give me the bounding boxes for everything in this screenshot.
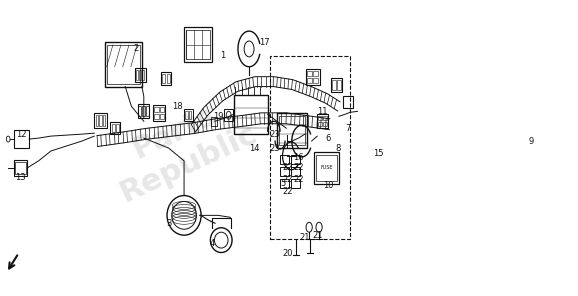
Bar: [160, 107, 164, 112]
Bar: [291, 179, 300, 188]
Text: 3: 3: [166, 219, 171, 228]
Bar: [307, 78, 312, 83]
Bar: [313, 71, 318, 76]
Bar: [154, 107, 159, 112]
Text: 10: 10: [323, 181, 334, 190]
Text: 12: 12: [16, 130, 27, 139]
Text: 9: 9: [528, 136, 533, 146]
Bar: [160, 114, 164, 119]
Text: 23: 23: [269, 144, 280, 152]
Bar: [280, 155, 289, 164]
Bar: [166, 74, 170, 83]
Text: 21: 21: [312, 231, 323, 240]
Bar: [269, 56, 350, 239]
Bar: [324, 122, 327, 126]
Text: 5: 5: [280, 179, 285, 188]
Bar: [343, 96, 353, 108]
Bar: [332, 80, 336, 90]
Bar: [291, 155, 300, 164]
Bar: [189, 111, 191, 119]
Text: 22: 22: [282, 163, 292, 172]
Bar: [146, 106, 149, 116]
Text: FUSE: FUSE: [320, 165, 333, 170]
Text: Parts
Republic: Parts Republic: [101, 88, 261, 208]
Bar: [306, 69, 320, 85]
Bar: [142, 106, 145, 116]
Text: 22: 22: [282, 175, 292, 184]
Bar: [317, 114, 328, 128]
Bar: [14, 160, 27, 176]
Bar: [139, 70, 142, 80]
Bar: [136, 70, 138, 80]
Bar: [99, 115, 102, 126]
Bar: [135, 68, 146, 82]
Bar: [280, 179, 289, 188]
Bar: [318, 122, 322, 126]
Bar: [318, 116, 322, 120]
Bar: [15, 162, 26, 174]
Bar: [313, 78, 318, 83]
Text: 22: 22: [294, 163, 304, 172]
Text: 8: 8: [335, 144, 340, 152]
Bar: [211, 117, 217, 126]
Bar: [103, 115, 105, 126]
Bar: [314, 152, 339, 184]
Bar: [161, 72, 171, 85]
Text: 22: 22: [294, 175, 304, 184]
Bar: [138, 104, 149, 118]
Bar: [142, 70, 144, 80]
Bar: [153, 105, 165, 121]
Bar: [186, 30, 210, 59]
Bar: [110, 122, 120, 134]
Text: 7: 7: [346, 124, 351, 133]
Bar: [184, 109, 192, 121]
Bar: [107, 45, 140, 83]
Text: 19: 19: [213, 112, 223, 121]
Text: 21: 21: [299, 233, 310, 242]
Bar: [112, 124, 114, 132]
Text: 4: 4: [209, 239, 214, 247]
Text: 15: 15: [373, 149, 383, 158]
Bar: [331, 78, 342, 91]
Bar: [224, 109, 233, 121]
Text: 20: 20: [282, 249, 292, 258]
Bar: [94, 113, 107, 128]
Text: 6: 6: [325, 133, 331, 143]
Bar: [291, 167, 300, 176]
Text: 14: 14: [249, 144, 260, 152]
Bar: [186, 111, 188, 119]
Text: 16: 16: [293, 153, 304, 163]
Text: 23: 23: [269, 130, 280, 139]
Bar: [116, 124, 119, 132]
Bar: [154, 114, 159, 119]
Bar: [95, 115, 98, 126]
Bar: [307, 71, 312, 76]
Bar: [14, 130, 29, 148]
Text: 2: 2: [134, 44, 139, 54]
Bar: [184, 27, 212, 62]
Bar: [105, 42, 142, 87]
Text: 22: 22: [282, 187, 292, 196]
Bar: [324, 116, 327, 120]
Text: 1: 1: [220, 52, 225, 60]
Text: 11: 11: [317, 107, 328, 116]
Text: 17: 17: [260, 38, 270, 46]
Text: 18: 18: [173, 102, 183, 111]
Bar: [234, 94, 268, 134]
Bar: [279, 116, 305, 145]
Bar: [162, 74, 165, 83]
Bar: [138, 106, 142, 116]
Bar: [277, 113, 307, 148]
Bar: [337, 80, 341, 90]
Text: 13: 13: [14, 173, 25, 182]
Bar: [280, 167, 289, 176]
Bar: [316, 155, 337, 181]
